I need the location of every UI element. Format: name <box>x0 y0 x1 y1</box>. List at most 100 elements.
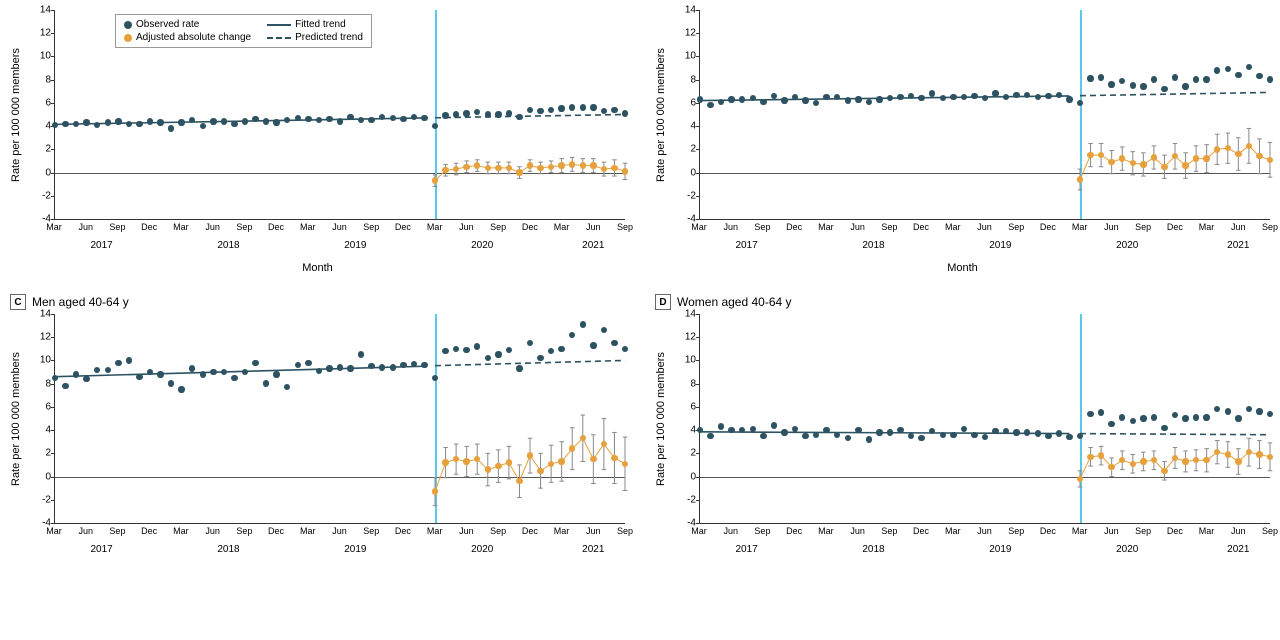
x-axis: MarJunSepDecMarJunSepDecMarJunSepDecMarJ… <box>54 220 625 260</box>
x-tick: Jun <box>723 222 738 232</box>
y-tick: 12 <box>674 28 696 39</box>
observed-point <box>771 422 777 428</box>
y-tick: 8 <box>674 378 696 389</box>
x-tick: Mar <box>818 222 834 232</box>
y-tick: 4 <box>674 121 696 132</box>
legend-predicted: Predicted trend <box>267 32 363 43</box>
x-tick: Dec <box>268 526 284 536</box>
x-tick: Sep <box>363 526 379 536</box>
y-tick: -2 <box>674 494 696 505</box>
observed-point <box>263 118 269 124</box>
observed-point <box>147 118 153 124</box>
x-year: 2019 <box>989 544 1011 555</box>
adjusted-point <box>558 162 564 168</box>
observed-point <box>1214 67 1220 73</box>
observed-point <box>1013 92 1019 98</box>
observed-point <box>866 436 872 442</box>
y-axis-label: Rate per 100 000 members <box>655 314 671 524</box>
adjusted-point <box>1182 162 1188 168</box>
adjusted-point <box>1130 461 1136 467</box>
observed-point <box>611 107 617 113</box>
observed-point <box>516 365 522 371</box>
y-tick: 6 <box>674 401 696 412</box>
observed-point <box>1140 83 1146 89</box>
x-tick: Sep <box>109 526 125 536</box>
observed-point <box>1066 434 1072 440</box>
y-tick: -2 <box>29 494 51 505</box>
observed-point <box>516 114 522 120</box>
legend-observed: Observed rate <box>124 19 251 30</box>
x-tick: Dec <box>1167 222 1183 232</box>
adjusted-point <box>506 459 512 465</box>
observed-point <box>558 105 564 111</box>
observed-point <box>379 364 385 370</box>
observed-point <box>168 125 174 131</box>
x-tick: Sep <box>236 526 252 536</box>
adjusted-point <box>1140 458 1146 464</box>
panel-title: DWomen aged 40-64 y <box>655 294 1270 310</box>
adjusted-point <box>622 168 628 174</box>
observed-point <box>1024 429 1030 435</box>
panel-a: Rate per 100 000 members-4-202468101214O… <box>10 10 625 274</box>
observed-point <box>115 360 121 366</box>
observed-point <box>1256 408 1262 414</box>
observed-point <box>421 362 427 368</box>
x-year: 2018 <box>862 240 884 251</box>
x-tick: Mar <box>300 222 316 232</box>
observed-point <box>390 115 396 121</box>
x-year: 2019 <box>989 240 1011 251</box>
plot-area: -4-202468101214 <box>699 314 1270 524</box>
panel-title-text: Men aged 40-64 y <box>32 295 129 309</box>
x-year: 2020 <box>1116 544 1138 555</box>
observed-point <box>1013 429 1019 435</box>
observed-point <box>781 97 787 103</box>
x-tick: Mar <box>427 222 443 232</box>
x-tick: Sep <box>754 222 770 232</box>
x-tick: Jun <box>1104 222 1119 232</box>
observed-point <box>537 355 543 361</box>
adjusted-point <box>1214 146 1220 152</box>
observed-point <box>442 348 448 354</box>
observed-point <box>1161 86 1167 92</box>
x-year: 2020 <box>1116 240 1138 251</box>
observed-point <box>453 111 459 117</box>
observed-point <box>1151 414 1157 420</box>
adjusted-point <box>590 162 596 168</box>
observed-point <box>622 346 628 352</box>
observed-point <box>845 97 851 103</box>
x-tick: Sep <box>363 222 379 232</box>
x-tick: Mar <box>300 526 316 536</box>
x-year: 2021 <box>582 544 604 555</box>
observed-point <box>168 380 174 386</box>
x-tick: Mar <box>1072 222 1088 232</box>
adjusted-point <box>1108 159 1114 165</box>
y-tick: 14 <box>29 5 51 16</box>
plot-area: -4-202468101214Observed rateFitted trend… <box>54 10 625 220</box>
legend-marker-icon <box>124 21 132 29</box>
y-tick: 12 <box>29 28 51 39</box>
adjusted-point <box>1087 454 1093 460</box>
observed-point <box>231 375 237 381</box>
x-tick: Sep <box>617 526 633 536</box>
observed-point <box>760 433 766 439</box>
x-tick: Dec <box>395 526 411 536</box>
plot-area: -4-202468101214 <box>699 10 1270 220</box>
x-year: 2021 <box>1227 544 1249 555</box>
y-tick: 6 <box>674 97 696 108</box>
x-tick: Mar <box>945 222 961 232</box>
observed-point <box>866 99 872 105</box>
y-tick: 2 <box>29 144 51 155</box>
x-tick: Jun <box>850 526 865 536</box>
observed-point <box>971 93 977 99</box>
observed-point <box>105 119 111 125</box>
adjusted-point <box>506 165 512 171</box>
x-axis: MarJunSepDecMarJunSepDecMarJunSepDecMarJ… <box>699 220 1270 260</box>
x-year: 2020 <box>471 240 493 251</box>
x-year: 2017 <box>735 240 757 251</box>
x-axis: MarJunSepDecMarJunSepDecMarJunSepDecMarJ… <box>699 524 1270 564</box>
y-tick: -2 <box>29 190 51 201</box>
legend-label: Observed rate <box>136 19 199 30</box>
adjusted-point <box>558 458 564 464</box>
x-year: 2017 <box>90 240 112 251</box>
predicted-trend-line <box>1080 434 1270 435</box>
